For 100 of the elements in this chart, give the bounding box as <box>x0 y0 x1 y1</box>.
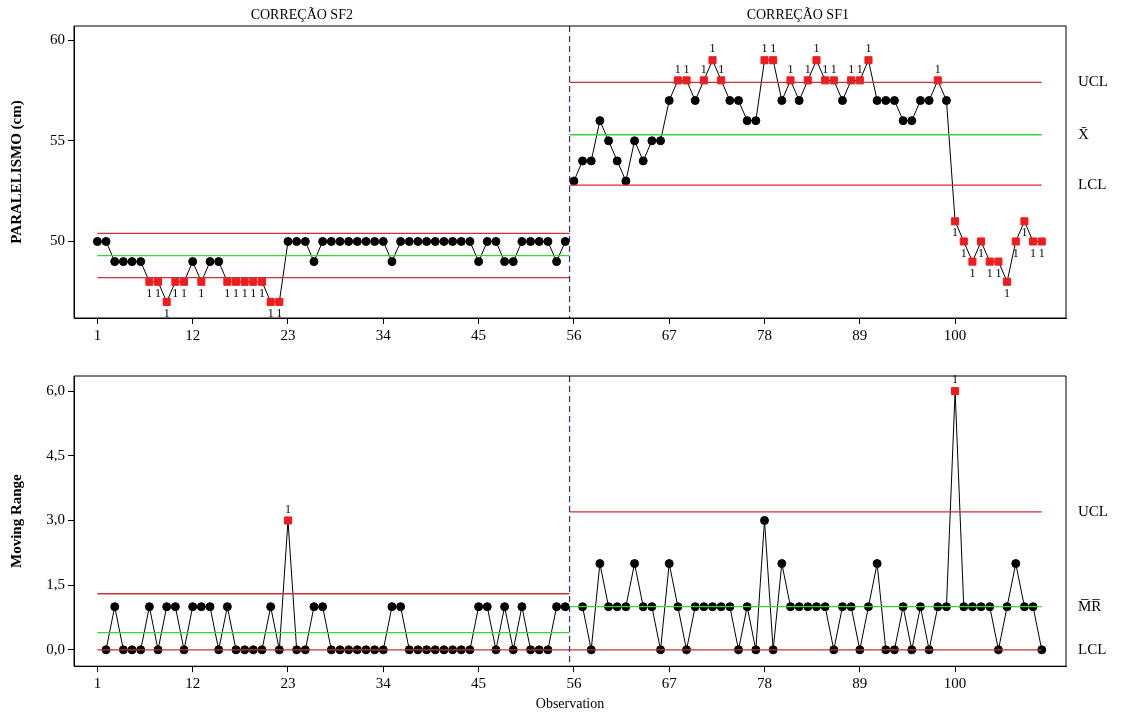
point <box>162 297 171 306</box>
point <box>656 136 666 146</box>
point <box>249 277 258 286</box>
point <box>941 96 951 106</box>
annotation: 1 <box>163 306 170 321</box>
point <box>898 116 908 126</box>
point <box>508 257 518 267</box>
x-tick-label: 56 <box>566 326 582 343</box>
point <box>370 236 380 246</box>
annotation: 1 <box>865 41 872 56</box>
annotation: 1 <box>250 285 257 300</box>
point <box>1011 559 1021 569</box>
point <box>864 56 873 65</box>
x-tick-label: 1 <box>93 326 102 343</box>
point <box>777 559 787 569</box>
point <box>205 602 215 612</box>
point <box>162 602 172 612</box>
x-tick-label: 89 <box>852 326 868 343</box>
y-tick-label: 6,0 <box>46 382 65 399</box>
point <box>915 96 925 106</box>
annotation: 1 <box>241 285 248 300</box>
point <box>1037 645 1047 655</box>
point <box>283 516 293 525</box>
point <box>742 116 752 126</box>
annotation: 1 <box>1021 225 1028 240</box>
point <box>630 136 640 146</box>
point <box>1011 237 1020 246</box>
text: CORREÇÃO SF1 <box>746 6 849 22</box>
point <box>664 559 674 569</box>
annotation: 1 <box>224 285 231 300</box>
point <box>760 56 769 65</box>
point <box>257 277 267 286</box>
point <box>110 602 120 612</box>
point <box>500 602 510 612</box>
point <box>907 116 917 126</box>
point <box>222 602 232 612</box>
annotation: 1 <box>181 285 188 300</box>
x-tick-label: 12 <box>185 326 201 343</box>
x-tick-label: 78 <box>757 326 772 343</box>
point <box>959 237 968 246</box>
point <box>708 56 717 65</box>
annotation: 1 <box>856 61 863 76</box>
point <box>500 257 510 267</box>
x-tick-label: 78 <box>757 675 772 692</box>
point <box>690 96 700 106</box>
point <box>612 156 622 166</box>
point <box>812 56 821 65</box>
point <box>552 257 562 267</box>
annotation: 1 <box>683 61 690 76</box>
point <box>647 136 657 146</box>
point <box>127 257 137 267</box>
point <box>154 277 163 286</box>
point <box>144 602 154 612</box>
point <box>326 236 336 246</box>
point <box>196 602 206 612</box>
point <box>794 96 804 106</box>
point <box>136 257 146 267</box>
point <box>266 297 275 306</box>
y-tick-label: 50 <box>50 232 65 249</box>
point <box>482 602 492 612</box>
annotation: 1 <box>700 61 707 76</box>
point <box>145 277 154 286</box>
point <box>560 236 570 246</box>
point <box>231 277 241 286</box>
annotation: 1 <box>770 41 777 56</box>
point <box>387 602 397 612</box>
annotation: 1 <box>978 245 985 260</box>
point <box>361 236 371 246</box>
annotation: 1 <box>830 61 837 76</box>
point <box>968 257 977 266</box>
annotation: 1 <box>952 372 959 387</box>
annotation: 1 <box>709 41 716 56</box>
point <box>543 236 553 246</box>
annotation: 1 <box>284 501 291 516</box>
annotation: 1 <box>259 285 265 300</box>
x-tick-label: 67 <box>661 675 678 692</box>
point <box>352 236 362 246</box>
point <box>110 257 120 267</box>
point <box>292 236 302 246</box>
point <box>197 277 206 286</box>
point <box>734 96 744 106</box>
x-tick-label: 67 <box>661 326 678 343</box>
point <box>188 257 198 267</box>
point <box>837 96 847 106</box>
point <box>1020 217 1029 226</box>
point <box>205 257 215 267</box>
point <box>430 236 440 246</box>
point <box>413 236 423 246</box>
point <box>335 236 345 246</box>
text: UCL <box>1078 502 1108 519</box>
point <box>404 236 414 246</box>
x-tick-label: 89 <box>852 675 868 692</box>
annotation: 1 <box>822 61 829 76</box>
point <box>318 602 328 612</box>
point <box>526 236 536 246</box>
y-tick-label: 3,0 <box>46 511 65 528</box>
point <box>595 116 605 126</box>
x-tick-label: 1 <box>93 675 102 692</box>
point <box>283 236 293 246</box>
point <box>482 236 492 246</box>
